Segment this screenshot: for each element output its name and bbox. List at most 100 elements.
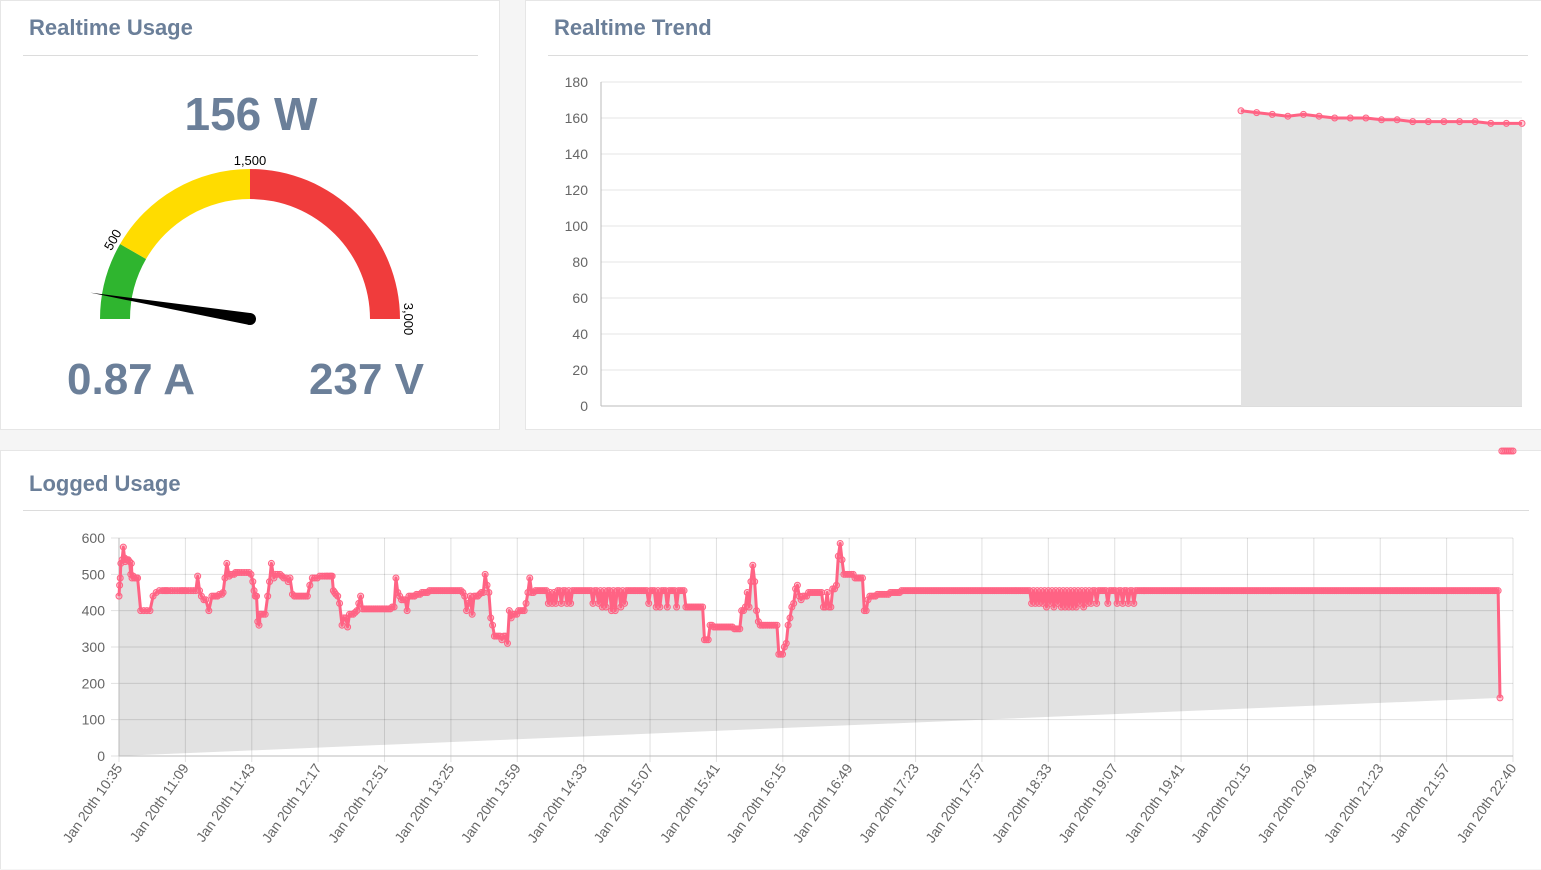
data-point bbox=[394, 589, 402, 596]
x-tick-label: Jan 20th 19:41 bbox=[1121, 760, 1187, 845]
data-point bbox=[827, 603, 835, 611]
data-point bbox=[780, 643, 788, 651]
data-point bbox=[1284, 112, 1292, 120]
x-tick-label: Jan 20th 20:49 bbox=[1254, 760, 1320, 845]
data-point bbox=[187, 587, 195, 595]
gauge-label: 1,500 bbox=[234, 153, 267, 168]
realtime-usage-panel: Realtime Usage 156 W 500 1,500 3,000 0.87 … bbox=[0, 0, 500, 430]
data-point bbox=[779, 650, 787, 658]
x-tick-label: Jan 20th 11:09 bbox=[126, 760, 192, 844]
data-point bbox=[303, 592, 311, 600]
data-point bbox=[673, 603, 681, 611]
data-point bbox=[286, 574, 294, 582]
y-tick-label: 100 bbox=[82, 712, 106, 728]
data-point bbox=[392, 574, 400, 582]
data-point bbox=[611, 607, 619, 615]
data-point bbox=[697, 603, 705, 611]
data-point bbox=[526, 574, 534, 582]
data-point bbox=[388, 603, 396, 611]
data-point bbox=[116, 581, 124, 589]
data-point bbox=[1130, 599, 1138, 607]
data-point bbox=[119, 543, 127, 551]
data-point bbox=[1362, 114, 1370, 122]
x-tick-label: Jan 20th 14:33 bbox=[524, 760, 590, 845]
y-tick-label: 160 bbox=[565, 110, 589, 126]
data-point bbox=[212, 592, 220, 600]
data-point bbox=[520, 607, 528, 615]
data-point bbox=[786, 614, 794, 622]
data-point bbox=[240, 569, 248, 577]
data-point bbox=[771, 621, 779, 629]
data-point bbox=[1237, 107, 1245, 115]
gauge-needle-hub bbox=[244, 313, 256, 325]
y-tick-label: 400 bbox=[82, 603, 106, 619]
data-point bbox=[502, 632, 510, 640]
data-point bbox=[745, 603, 753, 611]
power-reading: 156 W bbox=[184, 88, 318, 140]
gauge-band-1 bbox=[120, 169, 250, 259]
y-tick-label: 100 bbox=[565, 218, 589, 234]
y-tick-label: 40 bbox=[572, 326, 588, 342]
data-point bbox=[459, 589, 467, 596]
data-point bbox=[261, 610, 269, 618]
data-point bbox=[266, 578, 274, 586]
data-point bbox=[205, 607, 213, 615]
data-point bbox=[838, 556, 846, 564]
data-point bbox=[306, 581, 314, 589]
data-point bbox=[656, 603, 664, 611]
y-tick-label: 140 bbox=[565, 146, 589, 162]
data-point bbox=[235, 569, 243, 577]
logged-usage-panel: Logged Usage 0 100 200 300 400 500 600 Jan 20th… bbox=[0, 447, 1541, 869]
data-point bbox=[621, 599, 629, 607]
data-point bbox=[184, 587, 192, 595]
data-point bbox=[308, 574, 316, 582]
data-point bbox=[115, 592, 123, 600]
data-point bbox=[472, 592, 480, 600]
realtime-trend-panel: Realtime Trend 0 20 40 60 80 100 120 140 160 180 bbox=[525, 0, 1541, 430]
data-point bbox=[645, 599, 653, 607]
y-tick-label: 500 bbox=[82, 566, 106, 582]
data-point bbox=[749, 561, 757, 569]
data-point bbox=[223, 559, 231, 567]
realtime-trend-title: Realtime Trend bbox=[554, 15, 712, 40]
data-point bbox=[238, 569, 246, 577]
data-point bbox=[678, 587, 686, 595]
data-point bbox=[1507, 447, 1515, 455]
data-point bbox=[249, 578, 257, 586]
x-tick-label: Jan 20th 12:51 bbox=[325, 760, 391, 845]
x-tick-label: Jan 20th 10:35 bbox=[59, 760, 125, 845]
data-point bbox=[455, 587, 463, 595]
data-point bbox=[219, 589, 227, 596]
x-tick-label: Jan 20th 22:40 bbox=[1453, 760, 1519, 845]
data-point bbox=[399, 596, 407, 604]
data-point bbox=[253, 592, 261, 600]
data-point bbox=[403, 607, 411, 615]
y-tick-label: 180 bbox=[565, 74, 589, 90]
data-point bbox=[1492, 587, 1500, 595]
divider bbox=[23, 510, 1529, 511]
data-point bbox=[1315, 112, 1323, 120]
data-point bbox=[825, 603, 833, 611]
data-point bbox=[357, 592, 365, 600]
data-point bbox=[328, 572, 336, 580]
data-point bbox=[182, 587, 190, 595]
data-point bbox=[734, 625, 742, 633]
data-point bbox=[146, 607, 154, 615]
data-point bbox=[1509, 447, 1517, 455]
data-point bbox=[860, 607, 868, 615]
data-point bbox=[1299, 110, 1307, 118]
data-point bbox=[134, 574, 142, 582]
voltage-reading: 237 V bbox=[309, 355, 424, 404]
data-point bbox=[264, 592, 272, 600]
series-line bbox=[1240, 109, 1522, 125]
data-point bbox=[1471, 118, 1479, 126]
divider bbox=[548, 55, 1528, 56]
x-tick-label: Jan 20th 16:15 bbox=[723, 760, 789, 845]
data-point bbox=[301, 592, 309, 600]
x-tick-label: Jan 20th 15:41 bbox=[657, 760, 723, 845]
y-tick-label: 0 bbox=[580, 398, 588, 414]
data-point bbox=[522, 599, 530, 607]
x-tick-label: Jan 20th 16:49 bbox=[789, 760, 855, 845]
data-point bbox=[832, 581, 840, 589]
